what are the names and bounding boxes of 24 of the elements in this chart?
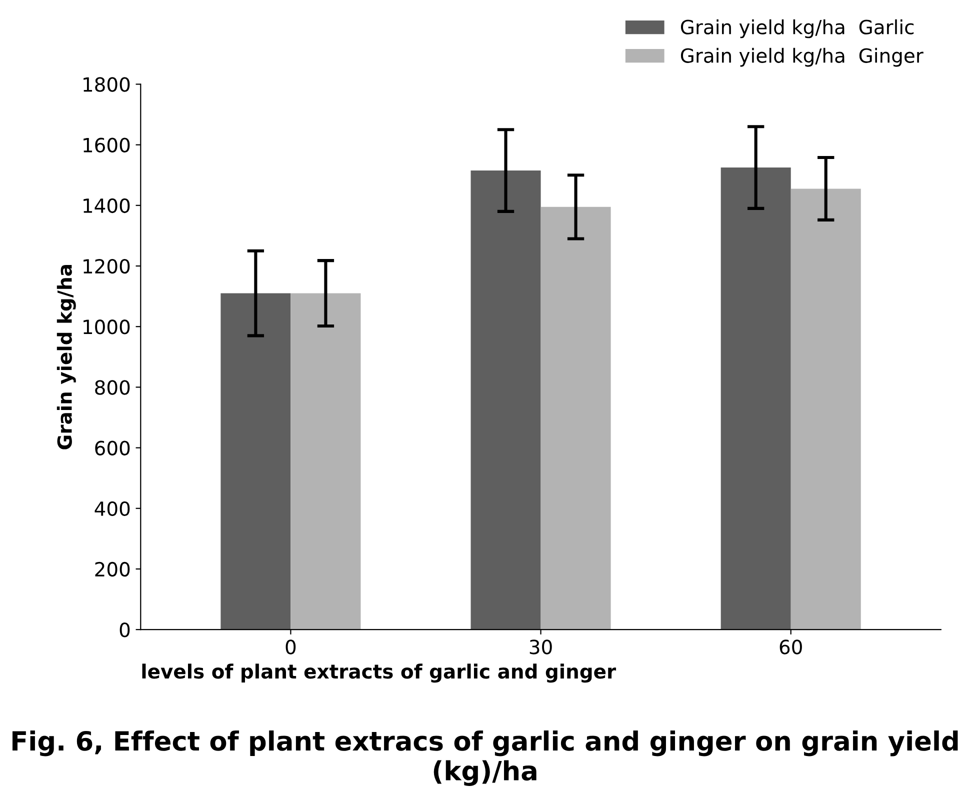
y-tick-label: 800	[95, 380, 130, 395]
bar	[720, 168, 791, 630]
y-tick-label: 1400	[84, 198, 130, 214]
y-tick-label: 1600	[84, 138, 130, 152]
bar	[290, 293, 361, 630]
text: Fig. 6, Effect of plant extracs of garlic and ginger on grain yield (kg)/ha	[12, 730, 958, 786]
y-tick-label: 1800	[84, 77, 130, 92]
y-tick-label: 200	[95, 562, 130, 577]
y-tick-label: 600	[95, 440, 130, 456]
bar	[470, 170, 541, 630]
x-tick-label: 0	[286, 640, 296, 654]
x-axis-title: levels of plant extracts of garlic and ginger	[142, 664, 616, 683]
legend-label: Grain yield kg/ha Ginger	[680, 48, 924, 67]
bar	[220, 293, 291, 630]
legend-label: Grain yield kg/ha Garlic	[680, 19, 914, 38]
y-tick-label: 400	[94, 501, 130, 516]
y-tick-label: 1200	[84, 258, 130, 274]
y-tick-label: 0	[120, 622, 130, 638]
bar	[540, 206, 611, 630]
x-tick-label: 60	[780, 640, 802, 654]
y-tick-label: 1000	[84, 320, 130, 334]
y-axis-title: Grain yield kg/ha	[56, 265, 76, 450]
bar	[790, 188, 861, 630]
x-tick-label: 30	[530, 640, 552, 654]
